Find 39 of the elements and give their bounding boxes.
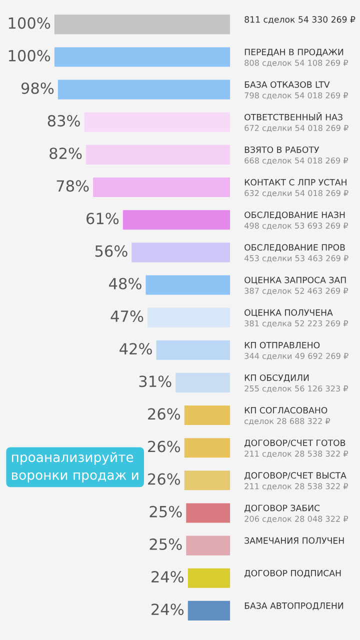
- category-label: БАЗА АВТОПРОДЛЕНИ: [244, 602, 344, 610]
- data-label: 26%: [148, 408, 180, 420]
- data-label: 47%: [110, 310, 144, 322]
- category-label: КП СОГЛАСОВАНО сделок 28 688 322 ₽: [244, 407, 330, 426]
- category-label: ОТВЕТСТВЕННЫЙ НАЗ 672 сделки 54 018 269 ₽: [244, 112, 348, 132]
- category-label: ОБСЛЕДОВАНИЕ ПРОВ 453 сделки 53 463 269 ₽: [244, 244, 348, 262]
- category-label: ДОГОВОР/СЧЕТ ГОТОВ 211 сделок 28 538 322 ₽: [244, 440, 348, 458]
- data-label: 24%: [152, 570, 184, 583]
- category-label: ОЦЕНКА ЗАПРОСА ЗАП 387 сделок 52 463 269 ₽: [244, 276, 348, 295]
- category-label: ДОГОВОР/СЧЕТ ВЫСТА 211 сделок 28 538 322 ₽: [244, 472, 348, 490]
- data-label: 61%: [86, 212, 119, 224]
- category-label: ВЗЯТО В РАБОТУ 668 сделок 54 018 269 ₽: [244, 146, 348, 165]
- category-label: КП ОТПРАВЛЕНО 344 сделки 49 692 269 ₽: [244, 342, 348, 360]
- category-label: ДОГОВОР ПОДПИСАН: [244, 570, 341, 578]
- data-label: 26%: [148, 473, 180, 485]
- data-label: 31%: [139, 376, 172, 388]
- category-label: ПЕРЕДАН В ПРОДАЖИ 808 сделок 54 108 269 ₽: [244, 48, 348, 67]
- data-label: 100%: [8, 50, 50, 62]
- text: проанализируйте воронки продаж и: [12, 452, 138, 482]
- data-label: 24%: [152, 604, 184, 616]
- category-label: 811 сделок 54 330 269 ₽: [244, 16, 356, 24]
- data-label: 98%: [21, 82, 54, 94]
- category-label: ДОГОВОР ЗАБИС 206 сделок 28 048 322 ₽: [244, 504, 348, 523]
- data-label: 100%: [8, 17, 50, 29]
- category-label: БАЗА ОТКАЗОВ LTV 798 сделок 54 018 269 ₽: [244, 81, 348, 100]
- category-label: ЗАМЕЧАНИЯ ПОЛУЧЕН: [244, 537, 344, 544]
- category-label: КП ОБСУДИЛИ 255 сделок 56 126 323 ₽: [244, 374, 348, 393]
- data-label: 25%: [150, 538, 182, 550]
- category-label: ОБСЛЕДОВАНИЕ НАЗН 498 сделок 53 693 269 ₽: [244, 212, 348, 230]
- data-label: 48%: [109, 278, 142, 290]
- data-label: 25%: [150, 506, 182, 518]
- category-label: ОЦЕНКА ПОЛУЧЕНА 381 сделка 52 223 269 ₽: [244, 309, 348, 328]
- category-label: КОНТАКТ С ЛПР УСТАН 632 сделки 54 018 269 ₽: [244, 179, 348, 198]
- data-label: 83%: [48, 115, 80, 127]
- data-label: 42%: [120, 343, 152, 355]
- data-label: 26%: [148, 440, 180, 452]
- data-label: 56%: [95, 245, 128, 257]
- data-label: 82%: [50, 148, 82, 160]
- data-label: 78%: [56, 180, 89, 192]
